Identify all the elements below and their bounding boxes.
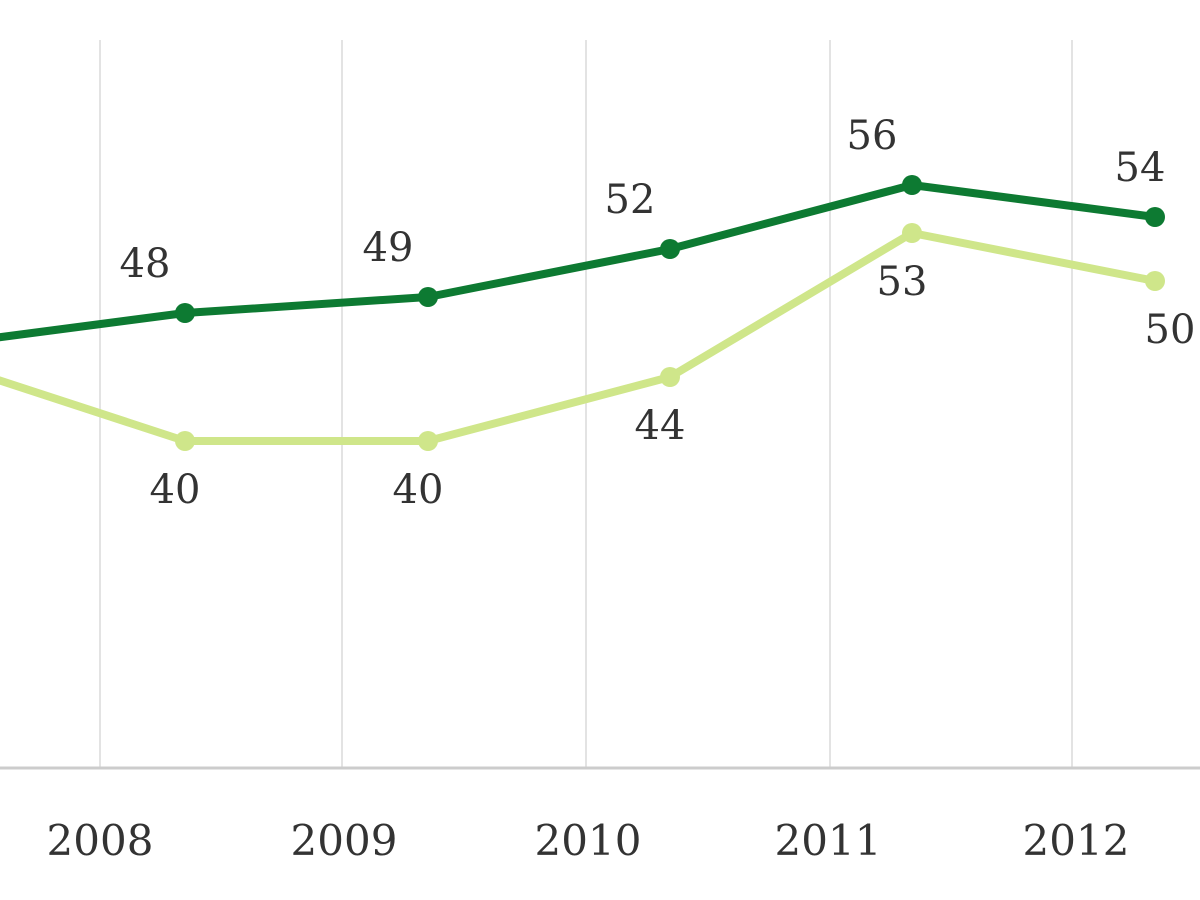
data-point	[1145, 207, 1165, 227]
x-tick-label: 2010	[535, 816, 642, 865]
series-line	[0, 229, 1156, 445]
grid-lines	[99, 40, 1073, 768]
data-point	[418, 287, 438, 307]
x-tick-label: 2008	[47, 816, 154, 865]
data-label: 40	[393, 467, 444, 513]
data-label: 49	[363, 225, 414, 271]
data-label: 44	[635, 403, 686, 449]
x-tick-labels: 2008 2009 2010 2011 2012	[47, 816, 1130, 865]
data-point	[902, 223, 922, 243]
data-label: 50	[1145, 307, 1196, 353]
data-point	[1145, 271, 1165, 291]
data-point	[660, 239, 680, 259]
series-layer	[0, 175, 1165, 451]
data-point	[175, 303, 195, 323]
data-label: 53	[877, 259, 928, 305]
data-label: 40	[150, 467, 201, 513]
data-label: 48	[120, 241, 171, 287]
series-line	[0, 181, 1156, 342]
x-tick-label: 2009	[291, 816, 398, 865]
data-labels: 48 49 52 56 54 40 40 44 53 50	[120, 113, 1196, 513]
data-label: 56	[847, 113, 898, 159]
data-label: 54	[1115, 145, 1166, 191]
data-point	[175, 431, 195, 451]
data-point	[660, 367, 680, 387]
x-tick-label: 2012	[1023, 816, 1130, 865]
data-point	[902, 175, 922, 195]
data-label: 52	[605, 177, 656, 223]
data-point	[418, 431, 438, 451]
x-tick-label: 2011	[775, 816, 882, 865]
